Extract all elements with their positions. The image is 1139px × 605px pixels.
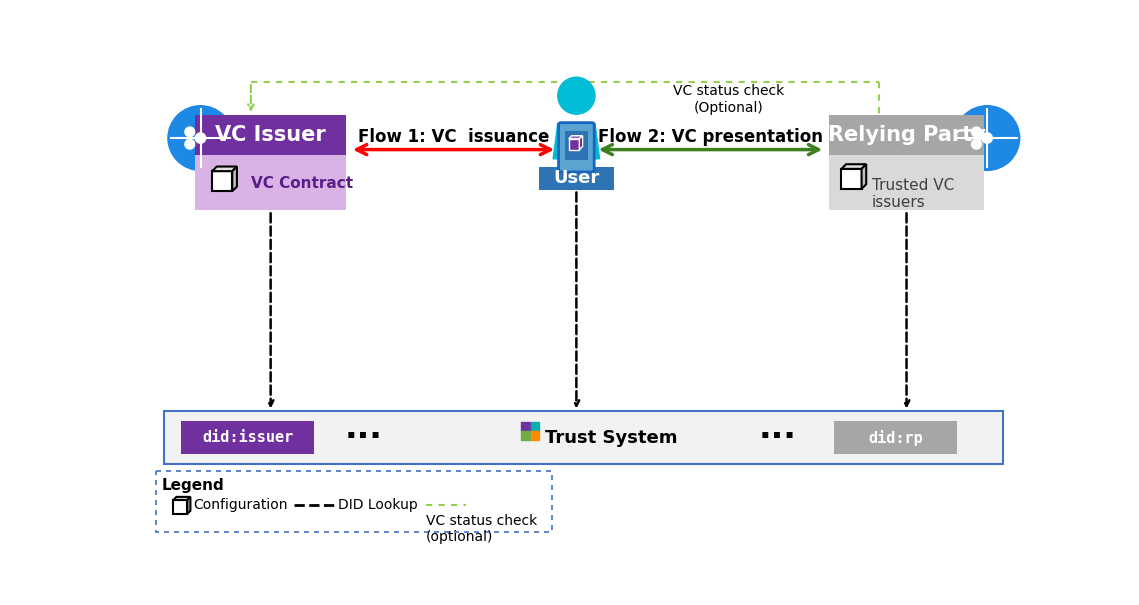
Bar xyxy=(531,431,539,440)
Polygon shape xyxy=(212,166,237,171)
Polygon shape xyxy=(580,136,582,149)
Text: Trusted VC
issuers: Trusted VC issuers xyxy=(871,178,953,211)
Circle shape xyxy=(972,139,982,149)
FancyBboxPatch shape xyxy=(156,471,551,532)
Polygon shape xyxy=(568,136,582,139)
Text: Flow 1: VC  issuance: Flow 1: VC issuance xyxy=(358,128,549,146)
Bar xyxy=(522,422,530,431)
FancyBboxPatch shape xyxy=(565,131,588,160)
Text: Relying Party: Relying Party xyxy=(828,125,985,145)
Circle shape xyxy=(195,133,206,143)
Text: VC Contract: VC Contract xyxy=(251,176,353,191)
Circle shape xyxy=(185,139,195,149)
FancyBboxPatch shape xyxy=(558,123,595,172)
FancyBboxPatch shape xyxy=(842,169,861,189)
Circle shape xyxy=(167,106,233,171)
Text: VC status check
(optional): VC status check (optional) xyxy=(426,514,538,544)
Text: ···: ··· xyxy=(344,421,383,454)
Polygon shape xyxy=(554,123,599,159)
FancyBboxPatch shape xyxy=(829,155,984,211)
Polygon shape xyxy=(173,497,190,500)
Text: did:rp: did:rp xyxy=(868,430,923,445)
FancyBboxPatch shape xyxy=(829,115,984,155)
Bar xyxy=(522,431,530,440)
Text: did:issuer: did:issuer xyxy=(202,430,294,445)
Circle shape xyxy=(185,127,195,137)
FancyBboxPatch shape xyxy=(181,422,314,454)
Circle shape xyxy=(954,106,1019,171)
Circle shape xyxy=(558,77,595,114)
Text: VC Issuer: VC Issuer xyxy=(215,125,326,145)
FancyBboxPatch shape xyxy=(195,115,346,155)
Polygon shape xyxy=(232,166,237,191)
Circle shape xyxy=(972,127,982,137)
Text: Configuration: Configuration xyxy=(194,499,288,512)
Circle shape xyxy=(982,133,992,143)
FancyBboxPatch shape xyxy=(164,411,1003,464)
FancyBboxPatch shape xyxy=(173,500,187,514)
FancyBboxPatch shape xyxy=(568,139,580,149)
Text: ···: ··· xyxy=(759,421,797,454)
FancyBboxPatch shape xyxy=(195,155,346,211)
Text: VC status check
(Optional): VC status check (Optional) xyxy=(673,85,784,115)
Text: Legend: Legend xyxy=(162,479,224,494)
Bar xyxy=(531,422,539,431)
Text: DID Lookup: DID Lookup xyxy=(338,499,418,512)
Text: Trust System: Trust System xyxy=(544,428,677,446)
Polygon shape xyxy=(187,497,190,514)
FancyBboxPatch shape xyxy=(539,166,614,189)
Polygon shape xyxy=(861,164,867,189)
FancyBboxPatch shape xyxy=(835,422,957,454)
Text: User: User xyxy=(554,169,599,187)
Polygon shape xyxy=(842,164,867,169)
Text: Flow 2: VC presentation: Flow 2: VC presentation xyxy=(598,128,823,146)
FancyBboxPatch shape xyxy=(212,171,232,191)
